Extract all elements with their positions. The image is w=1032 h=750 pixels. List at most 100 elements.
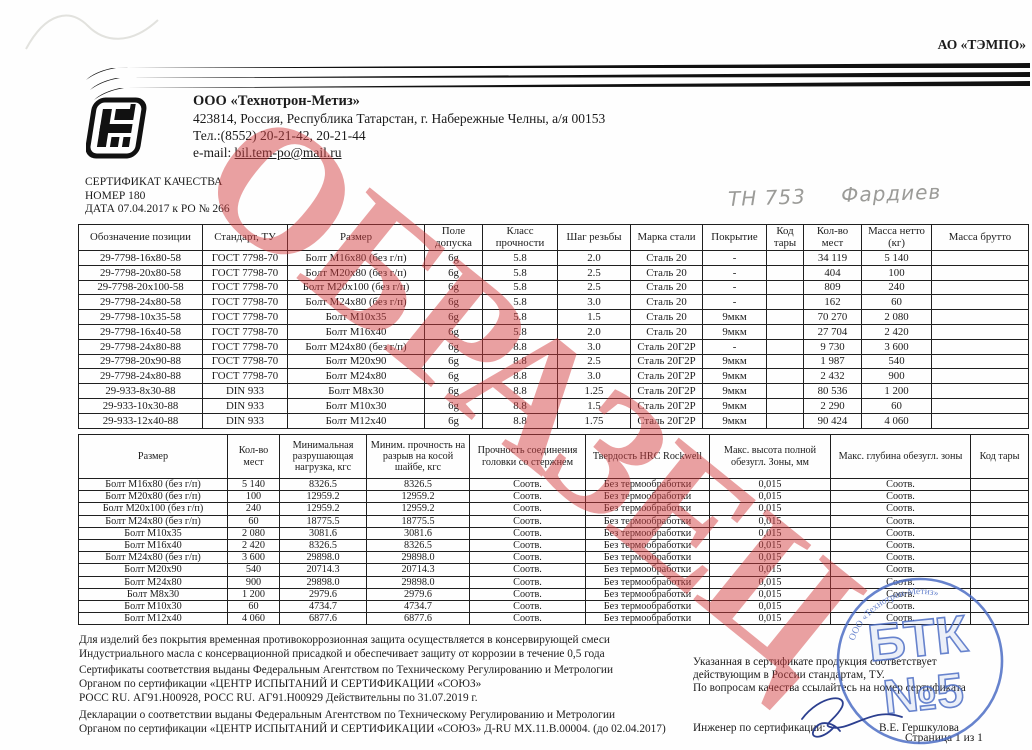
table-cell: 34 119 — [803, 250, 862, 266]
table-cell: 1 987 — [803, 353, 862, 370]
table-cell: 9мкм — [702, 412, 767, 429]
table-cell: Болт М24х80 (без г/п) — [78, 514, 228, 528]
table-cell — [766, 323, 804, 340]
table-cell: 8326.5 — [279, 477, 367, 492]
table-cell: Сталь 20Г2Р — [630, 368, 703, 385]
table-cell: 4 060 — [861, 412, 932, 429]
column-header: Размер — [78, 434, 228, 479]
table-cell: Сталь 20 — [630, 323, 703, 340]
table-cell: Соотв. — [830, 587, 971, 601]
table-cell — [931, 264, 1029, 281]
table-cell: 0,015 — [709, 563, 831, 577]
properties-table: Размер Кол-во мест Минимальная разрушающая… — [78, 434, 1029, 626]
table-cell: Сталь 20Г2Р — [630, 412, 703, 429]
table-cell: 3.0 — [557, 294, 631, 311]
table-row: Болт М16х80 (без г/п) 5 140 8326.5 8326.5 Со… — [78, 477, 1029, 492]
table-cell: 29898.0 — [366, 551, 470, 565]
table-cell — [931, 294, 1029, 311]
table-cell: 60 — [227, 514, 280, 528]
table-cell — [970, 526, 1029, 540]
table-cell: - — [702, 279, 767, 296]
table-cell: Соотв. — [830, 575, 971, 589]
recipient-company: АО «ТЭМПО» — [937, 37, 1026, 52]
table-cell: 29-7798-24х80-88 — [78, 368, 203, 385]
column-header: Масса нетто (кг) — [861, 224, 932, 251]
table-cell: 9мкм — [702, 383, 767, 399]
table-cell: 3 600 — [227, 551, 280, 565]
table-cell: 6g — [424, 309, 483, 325]
table-cell: 1 200 — [861, 383, 932, 399]
table-cell: Соотв. — [469, 563, 586, 577]
text-line: Указанная в сертификате продукция соотве… — [693, 656, 937, 668]
table-cell: 60 — [227, 599, 280, 614]
text-line: Органом по сертификации «ЦЕНТР ИСПЫТАНИЙ… — [79, 722, 666, 735]
table-cell: 8.8 — [482, 383, 558, 399]
table-cell — [766, 338, 804, 355]
table-cell — [931, 412, 1029, 429]
table-cell: 3.0 — [557, 368, 631, 385]
table-cell: 2 080 — [861, 309, 932, 325]
email-label: e-mail: — [193, 145, 232, 160]
table-cell: 162 — [803, 294, 862, 311]
engineer-signature-icon — [801, 697, 903, 738]
column-header: Поле допуска — [424, 224, 483, 251]
table-cell: Болт М24х80 (без г/п) — [287, 338, 425, 355]
table-cell: Болт М16х40 — [287, 323, 425, 340]
table-cell: 5 140 — [861, 250, 932, 266]
table-row: Болт М24х80 (без г/п) 3 600 29898.0 29898.0… — [78, 551, 1029, 565]
table-cell: 9 730 — [803, 338, 862, 355]
certificate-number: НОМЕР 180 — [85, 189, 146, 202]
text-line: действующим в России стандартам, ТУ. — [693, 669, 885, 682]
table-cell: 29-7798-20х80-58 — [78, 264, 203, 281]
table-cell: ГОСТ 7798-70 — [202, 279, 288, 296]
table-cell — [931, 279, 1029, 296]
table-cell: 29-7798-10х35-58 — [78, 309, 203, 325]
table-cell: 6g — [424, 383, 483, 399]
table-cell: Соотв. — [830, 538, 971, 553]
table-cell: Соотв. — [469, 502, 586, 516]
column-header: Размер — [287, 224, 425, 251]
table-cell: Сталь 20 — [630, 250, 703, 266]
column-header: Миним. прочность на разрыв на косой шайб… — [366, 434, 470, 479]
table-cell — [931, 323, 1029, 340]
table-cell: 6g — [424, 353, 483, 370]
table-cell: 18775.5 — [279, 514, 367, 528]
table-cell: Болт М20х90 — [287, 353, 425, 370]
table-cell: Сталь 20 — [630, 264, 703, 281]
table-cell: 60 — [861, 294, 932, 311]
table-cell — [970, 587, 1029, 601]
table-cell: Соотв. — [830, 490, 971, 504]
table-cell: DIN 933 — [202, 383, 288, 399]
certificate-date: ДАТА 07.04.2017 к РО № 266 — [85, 203, 230, 215]
table-cell: Без термообработки — [585, 575, 710, 589]
table-cell: 2.0 — [557, 250, 631, 266]
table-cell: Без термообработки — [585, 477, 710, 492]
table-cell: 20714.3 — [366, 563, 470, 577]
table-cell: ГОСТ 7798-70 — [202, 323, 288, 340]
table-cell: 80 536 — [803, 383, 862, 399]
header-row: Обозначение позиции Стандарт, ТУ Размер Пол… — [78, 224, 1029, 251]
table-cell: 540 — [227, 563, 280, 577]
column-header: Кол-во мест — [803, 224, 862, 251]
table-cell: 0,015 — [709, 599, 831, 614]
table-cell: 0,015 — [709, 587, 831, 601]
table-cell: Болт М24х80 — [78, 575, 228, 589]
table-cell: Соотв. — [469, 490, 586, 504]
table-cell: 8.8 — [482, 368, 558, 385]
table-cell — [970, 551, 1029, 565]
table-cell — [766, 353, 804, 370]
text-line: Декларации о соответствии выданы Федерал… — [79, 708, 616, 721]
table-cell: 3 600 — [861, 338, 932, 355]
table-cell — [766, 383, 804, 399]
table-cell: 6877.6 — [279, 612, 367, 626]
column-header: Шаг резьбы — [557, 224, 631, 251]
table-cell: 29-7798-24х80-88 — [78, 338, 203, 355]
table-row: Болт М20х100 (без г/п) 240 12959.2 12959.2 С… — [78, 502, 1029, 516]
table-cell: Соотв. — [830, 502, 971, 516]
table-row: 29-7798-10х35-58 ГОСТ 7798-70 Болт М10х35 6… — [78, 309, 1029, 325]
table-cell: 2 420 — [227, 538, 280, 553]
table-cell: 12959.2 — [366, 502, 470, 516]
table-cell: Соотв. — [830, 599, 971, 614]
table-row: Болт М16х40 2 420 8326.5 8326.5 Соотв. Без те… — [78, 538, 1029, 553]
table-cell: 0,015 — [709, 526, 831, 540]
